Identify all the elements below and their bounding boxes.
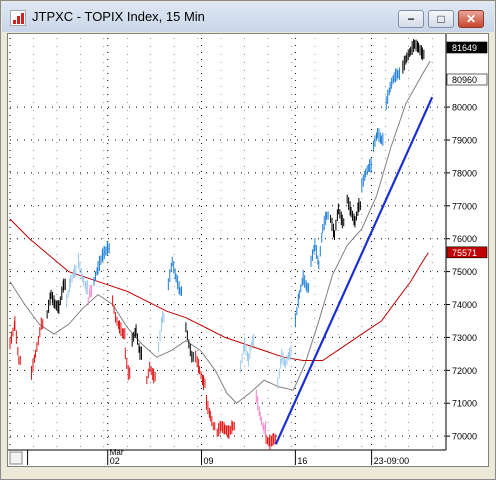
scroll-handle[interactable] (9, 451, 23, 465)
y-tick-label: 70000 (452, 432, 477, 442)
price-label: 80960 (452, 75, 477, 85)
y-tick-label: 75000 (452, 267, 477, 277)
maximize-icon: □ (437, 12, 445, 26)
price-label-box (446, 73, 488, 86)
moving-average-short (9, 60, 431, 404)
plot-area (8, 34, 488, 466)
minimize-icon: − (407, 12, 415, 26)
y-tick-label: 79000 (452, 136, 477, 146)
window-title: JTPXC - TOPIX Index, 15 Min (32, 9, 205, 24)
price-label-box (446, 246, 488, 259)
chart-svg: 70000 71000 72000 73000 74000 75000 76000 77000… (8, 34, 488, 466)
close-icon: ✕ (465, 12, 477, 26)
x-tick-label: 09 (204, 456, 214, 466)
x-tick-label: 16 (297, 456, 307, 466)
y-tick-label: 72000 (452, 366, 477, 376)
minimize-button[interactable]: − (398, 10, 424, 28)
title-bar[interactable]: JTPXC - TOPIX Index, 15 Min − □ ✕ (2, 2, 494, 32)
y-tick-label: 77000 (452, 201, 477, 211)
x-tick-label: 23-09:00 (374, 456, 410, 466)
close-button[interactable]: ✕ (458, 10, 484, 28)
maximize-button[interactable]: □ (428, 10, 454, 28)
y-tick-label: 76000 (452, 234, 477, 244)
price-label: 81649 (452, 43, 477, 53)
y-tick-label: 80000 (452, 103, 477, 113)
status-strip (7, 467, 489, 477)
chart-app-icon (10, 10, 26, 26)
x-month-label: Mar (110, 448, 124, 457)
trend-line (274, 96, 434, 445)
price-label-box (446, 41, 488, 54)
y-tick-label: 71000 (452, 399, 477, 409)
y-tick-label: 73000 (452, 333, 477, 343)
moving-average-long (9, 218, 429, 361)
y-tick-label: 74000 (452, 300, 477, 310)
x-tick-label: 02 (110, 456, 120, 466)
price-label: 75571 (452, 248, 477, 258)
y-tick-label: 78000 (452, 168, 477, 178)
price-chart[interactable]: 70000 71000 72000 73000 74000 75000 76000 77000… (7, 33, 489, 467)
